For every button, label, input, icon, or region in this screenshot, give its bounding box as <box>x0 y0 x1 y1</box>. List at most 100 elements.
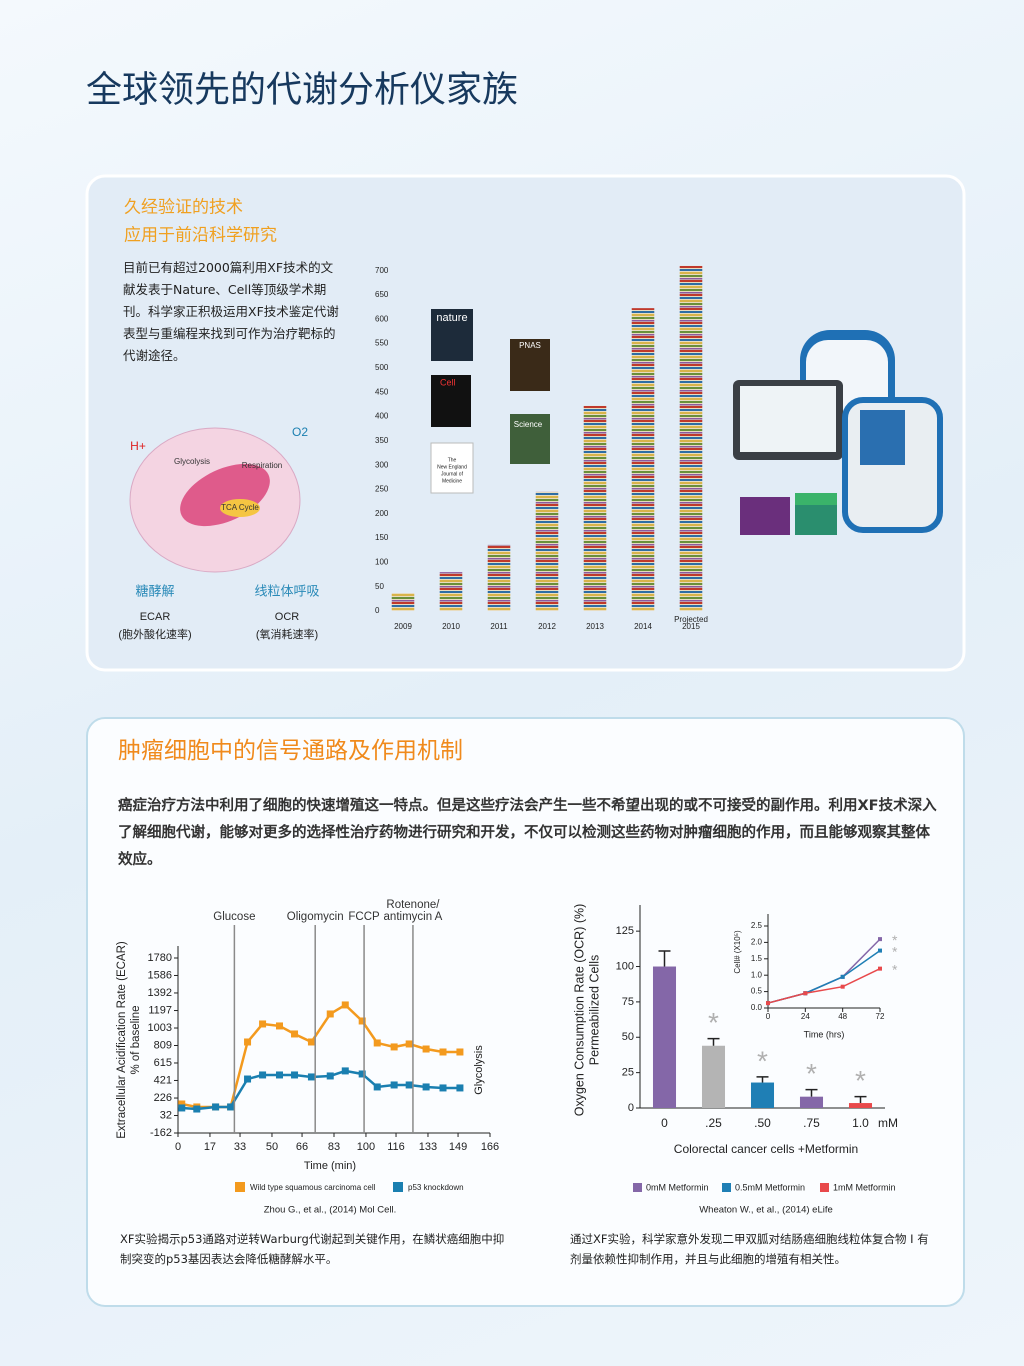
journal-covers <box>430 309 550 494</box>
point <box>244 1075 252 1083</box>
y-tick-label: 1197 <box>148 1004 172 1016</box>
point <box>178 1104 186 1112</box>
point <box>422 1083 430 1091</box>
x-axis-label: Colorectal cancer cells +Metformin <box>674 1142 858 1156</box>
y-tick-label: 615 <box>154 1057 172 1069</box>
y-tick-label: 226 <box>154 1092 172 1104</box>
journal-name: Medicine <box>442 478 462 484</box>
pathway-name: 线粒体呼吸 <box>254 583 319 598</box>
metric: OCR <box>275 611 300 623</box>
y-tick-label: 0 <box>375 606 380 615</box>
y-axis-label: Extracellular Acidification Rate (ECAR) <box>116 941 128 1139</box>
significance: * <box>708 1007 719 1038</box>
y-tick-label: 1780 <box>148 952 172 964</box>
intro-body: 目前已有超过2000篇利用XF技术的文献发表于Nature、Cell等顶级学术期… <box>123 260 339 363</box>
bar <box>535 491 559 611</box>
y-axis-label: Oxygen Consumption Rate (OCR) (%) <box>572 904 586 1117</box>
point <box>390 1081 398 1089</box>
injection-label: antimycin A <box>384 911 443 923</box>
heading: 应用于前沿科学研究 <box>124 225 277 244</box>
point <box>307 1073 315 1081</box>
x-tick-label: .50 <box>754 1116 771 1130</box>
category-note: Projected <box>674 615 708 624</box>
point <box>405 1081 413 1089</box>
x-tick-label: 1.0 <box>852 1116 869 1130</box>
y-tick-label: 400 <box>375 412 389 421</box>
x-tick-label: 133 <box>419 1141 437 1153</box>
section-title: 肿瘤细胞中的信号通路及作用机制 <box>118 737 463 763</box>
y-tick-label: 50 <box>375 582 384 591</box>
significance: * <box>855 1065 866 1096</box>
x-tick-label: 0 <box>766 1012 771 1021</box>
y-tick-label: 0.0 <box>751 1003 763 1012</box>
x-tick-label: 83 <box>328 1141 340 1153</box>
y-tick-label: 100 <box>616 960 634 972</box>
y-tick-label: 809 <box>154 1039 172 1051</box>
y-tick-label: 1003 <box>148 1022 172 1034</box>
legend-label: Wild type squamous carcinoma cell <box>250 1183 376 1192</box>
point <box>178 1100 186 1108</box>
metric: ECAR <box>140 611 171 623</box>
x-tick-label: 48 <box>838 1012 847 1021</box>
journal-name: Cell <box>440 377 456 387</box>
point <box>840 984 845 989</box>
point <box>373 1083 381 1091</box>
point <box>422 1045 430 1053</box>
diagram-label: TCA Cycle <box>221 503 259 512</box>
diagram-label: Glycolysis <box>174 457 210 466</box>
injection-label: Rotenone/ <box>386 899 440 911</box>
x-tick-label: 66 <box>296 1141 308 1153</box>
y-tick-label: 150 <box>375 533 389 542</box>
significance: * <box>892 961 898 977</box>
x-tick-label: 100 <box>357 1141 375 1153</box>
y-tick-label: 700 <box>375 266 389 275</box>
x-tick-label: 72 <box>876 1012 885 1021</box>
bar <box>391 593 415 611</box>
y-tick-label: 2.5 <box>751 921 763 930</box>
legend-swatch <box>393 1182 403 1192</box>
point <box>358 1070 366 1078</box>
point <box>456 1084 464 1092</box>
x-tick-label: 17 <box>204 1141 216 1153</box>
point <box>456 1048 464 1056</box>
x-tick-label: 2011 <box>490 622 508 631</box>
journal-name: The <box>448 457 457 463</box>
x-tick-label: 2014 <box>634 622 652 631</box>
caption: 通过XF实验，科学家意外发现二甲双胍对结肠癌细胞线粒体复合物 I 有剂量依赖性抑… <box>570 1232 929 1266</box>
y-tick-label: 650 <box>375 290 389 299</box>
injection-label: Glucose <box>213 911 255 923</box>
bar <box>679 265 703 611</box>
x-tick-label: 2009 <box>394 622 412 631</box>
y-axis-label: Permeabilized Cells <box>587 955 601 1065</box>
error-bar <box>805 1088 818 1097</box>
legend-swatch <box>633 1183 642 1192</box>
heading: 久经验证的技术 <box>124 197 243 216</box>
x-tick-label: 2013 <box>586 622 604 631</box>
point <box>291 1030 299 1038</box>
x-tick-label: 0 <box>175 1141 181 1153</box>
significance: * <box>806 1058 817 1089</box>
journal-name: PNAS <box>519 341 541 350</box>
point <box>358 1017 366 1025</box>
point <box>227 1103 235 1111</box>
caption: XF实验揭示p53通路对逆转Warburg代谢起到关键作用，在鳞状癌细胞中抑制突… <box>120 1232 505 1266</box>
y-tick-label: 100 <box>375 557 389 566</box>
bar <box>439 572 463 611</box>
citation: Zhou G., et al., (2014) Mol Cell. <box>264 1205 397 1216</box>
y-tick-label: 1.0 <box>751 970 763 979</box>
point <box>390 1043 398 1051</box>
y-tick-label: 550 <box>375 339 389 348</box>
y-tick-label: 500 <box>375 363 389 372</box>
x-unit: mM <box>878 1116 898 1130</box>
diagram-label: H+ <box>130 439 146 453</box>
significance: * <box>892 932 898 948</box>
x-axis-label: Time (hrs) <box>804 1029 845 1039</box>
y-tick-label: 350 <box>375 436 389 445</box>
legend-swatch <box>235 1182 245 1192</box>
y-tick-label: 200 <box>375 509 389 518</box>
bar <box>652 966 677 1108</box>
bar <box>631 308 655 611</box>
legend-label: 0.5mM Metformin <box>735 1182 805 1192</box>
point <box>193 1105 201 1113</box>
y-tick-label: 1.5 <box>751 954 763 963</box>
